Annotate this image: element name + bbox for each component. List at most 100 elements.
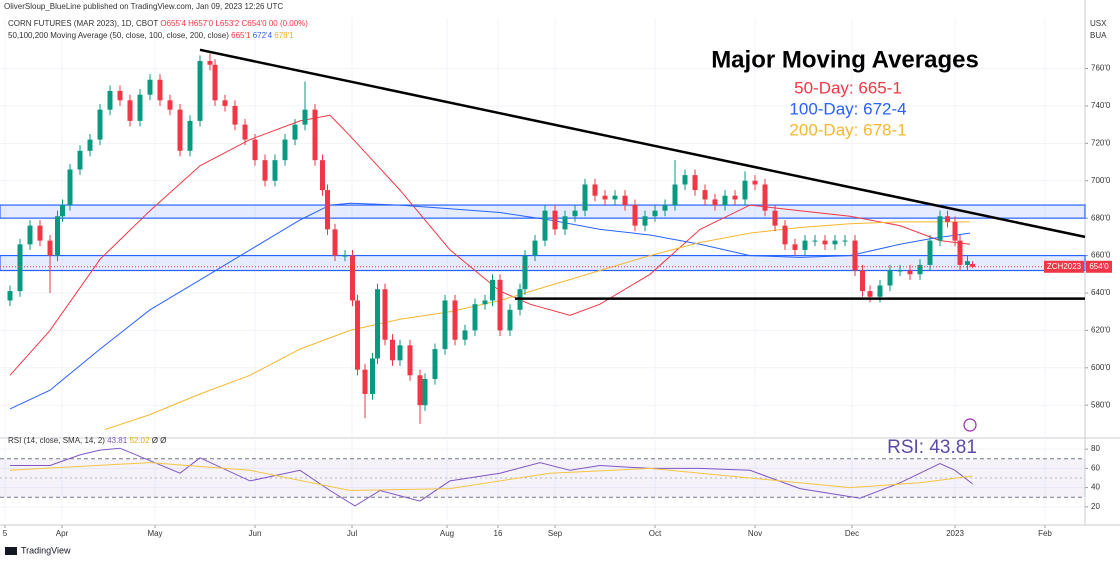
candle-body	[702, 190, 708, 200]
y-tick-label: 640'0	[1091, 288, 1111, 297]
candle-body	[272, 160, 278, 181]
rsi-value: 43.81	[107, 436, 128, 445]
candle-body	[67, 169, 73, 206]
candle-body	[802, 240, 808, 250]
candle-body	[262, 160, 268, 181]
x-tick-label: Feb	[1038, 529, 1052, 538]
close: C654'0	[241, 19, 267, 28]
candle-body	[242, 124, 248, 140]
candle-body	[282, 139, 288, 161]
y-tick-label: 620'0	[1091, 325, 1111, 334]
legend-entry: 100-Day: 672-4	[789, 99, 906, 118]
candle-body	[362, 369, 368, 394]
candle-body	[672, 184, 678, 206]
trendline	[199, 48, 1086, 239]
candle-body	[127, 100, 133, 121]
candle-body	[137, 94, 143, 121]
y-tick-label: 60	[1091, 463, 1100, 472]
y-tick-label: 680'0	[1091, 213, 1111, 222]
candle-body	[662, 205, 668, 211]
study: 50,100,200 Moving Average (50, close, 10…	[8, 31, 229, 40]
ma50: 665'1	[231, 31, 251, 40]
y-tick-label: 720'0	[1091, 138, 1111, 147]
candle-body	[97, 109, 103, 140]
candle-body	[212, 64, 218, 101]
candle-body	[332, 229, 338, 256]
moving-average	[9, 202, 971, 410]
candle-body	[17, 244, 23, 292]
candle-body	[712, 199, 718, 206]
candle-body	[762, 184, 768, 211]
candle-body	[350, 255, 355, 301]
rsi-line: RSI (14, close, SMA, 14, 2) 43.81 52.02 …	[8, 436, 166, 445]
rsi-annotation: RSI: 43.81	[887, 437, 977, 458]
candle-body	[632, 205, 638, 226]
y-tick-label: 40	[1091, 483, 1100, 492]
candle-body	[522, 255, 528, 290]
candle-body	[907, 270, 913, 275]
price-tag-label: 654'0	[1089, 262, 1109, 271]
candle-body	[652, 210, 658, 217]
candle-body	[320, 160, 325, 191]
candle-body	[860, 270, 865, 292]
x-tick-label: 16	[494, 529, 503, 538]
candle-body	[452, 300, 458, 340]
y-tick-label: 580'0	[1091, 400, 1111, 409]
candle-body	[897, 270, 903, 272]
candle-body	[642, 216, 648, 226]
plot-layer: 580'0 600'0 620'0 640'0 660'0 680'0 700'0 720'0…	[0, 0, 1120, 538]
rsi-extra: Ø Ø	[152, 436, 167, 445]
candle-body	[375, 289, 380, 359]
candle-body	[432, 349, 438, 380]
candle-body	[390, 339, 395, 361]
publisher: OliverSloup_BlueLine published on Tradin…	[4, 2, 283, 11]
candle-body	[407, 345, 413, 376]
y-tick-label: 20	[1091, 502, 1100, 511]
candle-body	[442, 300, 448, 350]
candle-body	[612, 195, 618, 200]
candle-body	[107, 90, 113, 110]
candle-body	[732, 195, 738, 200]
x-tick-label: Jul	[347, 529, 357, 538]
legend-entry: 200-Day: 678-1	[789, 120, 906, 139]
candle-body	[207, 61, 213, 65]
y-tick-label: 660'0	[1091, 251, 1111, 260]
candle-body	[7, 291, 13, 301]
x-tick-label: 2023	[946, 529, 964, 538]
candle-body	[87, 139, 93, 151]
x-tick-label: Nov	[748, 529, 762, 538]
rsi-line	[10, 447, 973, 507]
candle-body	[482, 300, 488, 305]
symbol-tag	[1044, 260, 1084, 273]
candle-body	[877, 285, 883, 297]
candle-body	[722, 195, 728, 206]
candle-body	[562, 216, 568, 230]
change: 00 (0.00%)	[269, 19, 308, 28]
candle-body	[117, 90, 123, 101]
axis-unit: BUA	[1090, 31, 1107, 40]
y-tick-label: 760'0	[1091, 64, 1111, 73]
low: L653'2	[215, 19, 239, 28]
x-tick-label: Oct	[649, 529, 662, 538]
candle-body	[222, 100, 228, 106]
candle-body	[937, 216, 943, 241]
candle-body	[622, 195, 628, 206]
y-tick-label: 700'0	[1091, 176, 1111, 185]
axis-unit: USX	[1090, 19, 1107, 28]
event-icon[interactable]	[963, 418, 977, 432]
candle-body	[325, 190, 330, 230]
candle-body	[292, 124, 298, 140]
x-tick-label: May	[147, 529, 162, 538]
candle-body	[682, 175, 688, 185]
candle-body	[47, 240, 53, 256]
ma100: 672'4	[253, 31, 273, 40]
rsi-line	[9, 462, 973, 492]
candle-body	[177, 109, 183, 151]
candle-body	[370, 358, 375, 394]
candle-body	[157, 79, 163, 101]
candle-body	[27, 225, 33, 245]
symbol: CORN FUTURES (MAR 2023), 1D, CBOT	[8, 19, 158, 28]
candle-body	[37, 225, 43, 241]
footer-logo: TradingView	[5, 545, 71, 555]
